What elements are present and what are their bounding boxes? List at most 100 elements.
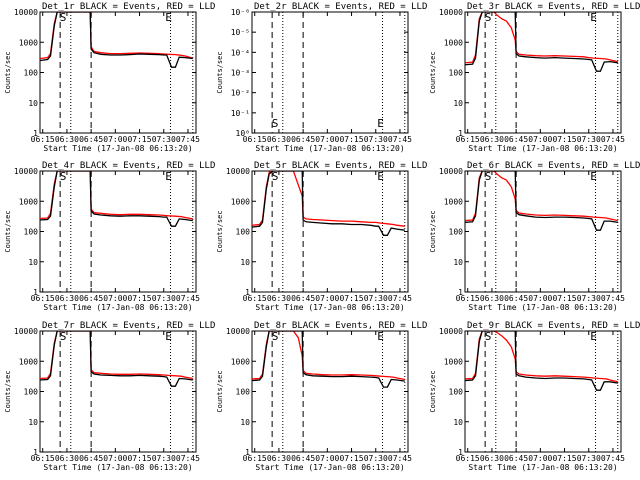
x-tick-label: 06:30: [267, 135, 291, 144]
x-axis-title: Start Time (17-Jan-08 06:13:20): [43, 463, 192, 472]
series-lld: [252, 331, 405, 381]
x-tick-label: 07:00: [103, 454, 127, 463]
x-tick-label: 07:00: [315, 294, 339, 303]
series-lld: [40, 331, 193, 380]
x-tick-label: 07:15: [552, 135, 576, 144]
start-marker: S: [272, 170, 279, 183]
y-tick-label: 10000: [14, 167, 38, 176]
y-tick-label: 100: [449, 228, 464, 237]
x-tick-label: 07:15: [339, 294, 363, 303]
x-tick-label: 06:45: [291, 454, 315, 463]
y-tick-label: 100: [24, 228, 39, 237]
x-tick-label: 07:00: [528, 135, 552, 144]
x-tick-label: 07:30: [577, 294, 601, 303]
x-tick-label: 07:45: [176, 294, 200, 303]
y-tick-label: 1: [33, 288, 38, 297]
y-tick-label: 10⁰: [236, 129, 250, 138]
y-tick-label: 1: [458, 129, 463, 138]
x-tick-label: 06:45: [504, 135, 528, 144]
x-tick-label: 06:30: [480, 135, 504, 144]
y-tick-label: 1: [458, 448, 463, 457]
x-tick-label: 07:30: [577, 135, 601, 144]
x-tick-label: 06:15: [456, 454, 480, 463]
series-lld: [40, 12, 193, 60]
panel-title: Det_7r BLACK = Events, RED = LLD: [42, 321, 215, 331]
start-marker: S: [272, 330, 279, 343]
x-tick-label: 06:45: [79, 454, 103, 463]
x-tick-label: 06:30: [480, 294, 504, 303]
x-tick-label: 07:15: [127, 454, 151, 463]
y-axis-title: Counts/sec: [4, 370, 12, 412]
start-marker: S: [485, 170, 492, 183]
x-tick-label: 07:30: [364, 135, 388, 144]
series-lld: [465, 12, 618, 64]
end-marker: E: [165, 11, 172, 24]
y-tick-label: 1: [245, 288, 250, 297]
plot-frame: [464, 11, 622, 134]
x-tick-label: 07:15: [339, 454, 363, 463]
x-tick-label: 07:45: [601, 294, 625, 303]
end-marker: E: [377, 330, 384, 343]
y-tick-label: 1: [245, 448, 250, 457]
x-axis-title: Start Time (17-Jan-08 06:13:20): [468, 144, 617, 153]
x-tick-label: 06:30: [480, 454, 504, 463]
y-tick-label: 10: [28, 418, 38, 427]
y-tick-label: 10000: [439, 327, 463, 336]
plot-frame: [464, 330, 622, 453]
y-tick-label: 1000: [231, 357, 250, 366]
x-tick-label: 06:15: [243, 454, 267, 463]
y-axis-title: Counts/sec: [429, 210, 437, 252]
series-events: [40, 331, 193, 387]
panel-title: Det_1r BLACK = Events, RED = LLD: [42, 2, 215, 12]
y-tick-label: 1: [458, 288, 463, 297]
y-tick-label: 10: [240, 418, 250, 427]
y-tick-label: 100: [24, 69, 39, 78]
series-lld: [465, 331, 618, 383]
start-marker: S: [272, 117, 279, 130]
x-tick-label: 07:00: [315, 135, 339, 144]
plot-frame: [39, 170, 197, 293]
y-tick-label: 1000: [19, 197, 38, 206]
panel-title: Det_3r BLACK = Events, RED = LLD: [467, 2, 640, 12]
y-tick-label: 1000: [19, 38, 38, 47]
series-events: [465, 331, 618, 391]
y-tick-label: 10⁻³: [231, 69, 250, 78]
x-tick-label: 06:45: [291, 135, 315, 144]
panel-title: Det_6r BLACK = Events, RED = LLD: [467, 161, 640, 171]
x-tick-label: 07:45: [388, 135, 412, 144]
series-events: [40, 171, 193, 227]
series-events: [465, 171, 618, 231]
series-events: [252, 171, 405, 236]
end-marker: E: [165, 330, 172, 343]
series-lld: [465, 171, 618, 222]
y-tick-label: 10⁻⁵: [231, 28, 250, 37]
x-tick-label: 07:45: [176, 135, 200, 144]
x-tick-label: 06:45: [504, 454, 528, 463]
y-tick-label: 10000: [14, 327, 38, 336]
x-tick-label: 06:45: [504, 294, 528, 303]
x-axis-title: Start Time (17-Jan-08 06:13:20): [468, 303, 617, 312]
y-tick-label: 100: [236, 388, 251, 397]
start-marker: S: [60, 11, 67, 24]
x-tick-label: 07:00: [315, 454, 339, 463]
x-tick-label: 07:30: [577, 454, 601, 463]
x-tick-label: 07:00: [103, 294, 127, 303]
x-tick-label: 07:45: [388, 294, 412, 303]
y-tick-label: 10: [453, 99, 463, 108]
plot-frame: [39, 11, 197, 134]
x-tick-label: 07:00: [528, 454, 552, 463]
x-tick-label: 06:45: [79, 294, 103, 303]
x-tick-label: 06:15: [456, 294, 480, 303]
x-tick-label: 07:15: [552, 454, 576, 463]
y-axis-title: Counts/sec: [4, 51, 12, 93]
end-marker: E: [377, 170, 384, 183]
x-tick-label: 06:30: [267, 454, 291, 463]
x-tick-label: 07:15: [127, 294, 151, 303]
y-tick-label: 1000: [19, 357, 38, 366]
series-lld: [40, 171, 193, 220]
end-marker: E: [165, 170, 172, 183]
